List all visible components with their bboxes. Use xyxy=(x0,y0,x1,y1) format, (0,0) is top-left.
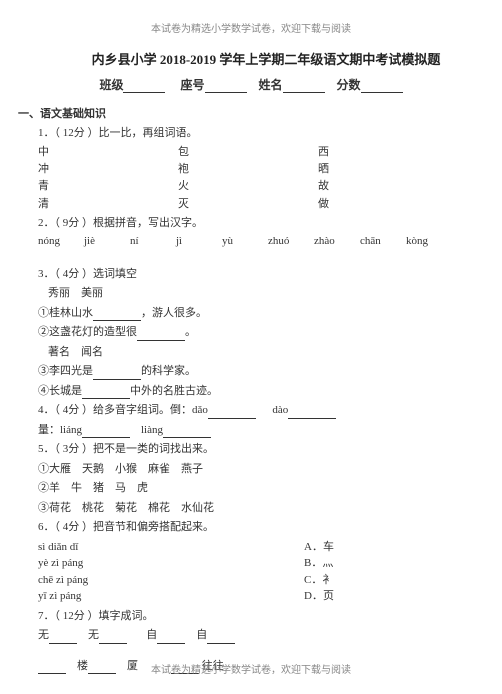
q3-line: ②这盏花灯的造型很 。 xyxy=(38,324,464,341)
seat-blank[interactable] xyxy=(205,80,247,93)
student-info-line: 班级 座号 姓名 分数 xyxy=(38,76,464,93)
q6-option: C．衤 xyxy=(304,572,464,589)
q5-line: ①大雁 天鹅 小猴 麻雀 燕子 xyxy=(38,461,464,478)
section-heading: 一、语文基础知识 xyxy=(18,105,464,121)
q1-row: 冲 袍 晒 xyxy=(38,162,464,177)
q1-cell: 中 xyxy=(38,145,178,160)
pinyin: nóng xyxy=(38,235,84,247)
q3-text: ②这盏花灯的造型很 xyxy=(38,326,137,338)
q6-pinyin: sì diǎn dǐ xyxy=(38,539,304,556)
fill-blank[interactable] xyxy=(288,407,336,419)
q3-wordpair: 秀丽 美丽 xyxy=(38,285,464,302)
seat-label: 座号 xyxy=(180,78,204,92)
q7-char: 无 xyxy=(38,629,49,641)
q3-line: ③李四光是 的科学家。 xyxy=(38,363,464,380)
pinyin: zhào xyxy=(314,235,360,247)
pinyin: ní xyxy=(130,235,176,247)
q3-wordpair: 著名 闻名 xyxy=(38,344,464,361)
q6-pinyin: yè zì páng xyxy=(38,555,304,572)
q1-cell: 冲 xyxy=(38,162,178,177)
class-blank[interactable] xyxy=(123,80,165,93)
fill-blank[interactable] xyxy=(49,632,77,644)
q3-text: 的科学家。 xyxy=(141,365,196,377)
pinyin: zhuó xyxy=(268,235,314,247)
q6-pinyin: chē zì páng xyxy=(38,572,304,589)
fill-blank[interactable] xyxy=(93,309,141,321)
q3-text: ①桂林山水 xyxy=(38,307,93,319)
exam-title: 内乡县小学 2018-2019 学年上学期二年级语文期中考试模拟题 xyxy=(38,49,464,68)
pinyin: jì xyxy=(176,235,222,247)
q7-char: 自 xyxy=(146,629,157,641)
fill-blank[interactable] xyxy=(207,632,235,644)
q7-char: 无 xyxy=(88,629,99,641)
fill-blank[interactable] xyxy=(163,426,211,438)
fill-blank[interactable] xyxy=(82,387,130,399)
q3-text: ④长城是 xyxy=(38,385,82,397)
q1-cell: 故 xyxy=(318,179,464,194)
fill-blank[interactable] xyxy=(208,407,256,419)
pinyin: chān xyxy=(360,235,406,247)
page-footer-note: 本试卷为精选小学数学试卷，欢迎下载与阅读 xyxy=(0,661,502,676)
q6-label: 6．（ 4分 ）把音节和偏旁搭配起来。 xyxy=(38,519,464,536)
fill-blank[interactable] xyxy=(82,426,130,438)
q5-line: ③荷花 桃花 菊花 棉花 水仙花 xyxy=(38,500,464,517)
q7-row: 无 无 自 自 xyxy=(38,627,464,644)
name-label: 姓名 xyxy=(259,78,283,92)
pinyin: kòng xyxy=(406,235,452,247)
q7-char: 自 xyxy=(196,629,207,641)
q2-label: 2．（ 9分 ）根据拼音，写出汉字。 xyxy=(38,215,464,232)
q1-row: 中 包 西 xyxy=(38,145,464,160)
q6-option: A．车 xyxy=(304,539,464,556)
q1-cell: 火 xyxy=(178,179,318,194)
q3-line: ④长城是 中外的名胜古迹。 xyxy=(38,383,464,400)
q4-text: liàng xyxy=(141,424,163,436)
q1-cell: 青 xyxy=(38,179,178,194)
q3-label: 3．（ 4分 ）选词填空 xyxy=(38,266,464,283)
score-label: 分数 xyxy=(337,78,361,92)
q5-label: 5．（ 3分 ）把不是一类的词找出来。 xyxy=(38,441,464,458)
q3-line: ①桂林山水 ，游人很多。 xyxy=(38,305,464,322)
q1-cell: 做 xyxy=(318,197,464,212)
score-blank[interactable] xyxy=(361,80,403,93)
q3-text: 中外的名胜古迹。 xyxy=(130,385,218,397)
q6-pinyin: yī zì páng xyxy=(38,588,304,605)
q6-option: D．页 xyxy=(304,588,464,605)
fill-blank[interactable] xyxy=(137,329,185,341)
pinyin: yù xyxy=(222,235,268,247)
q1-row: 青 火 故 xyxy=(38,179,464,194)
q3-text: 。 xyxy=(185,326,196,338)
q1-cell: 袍 xyxy=(178,162,318,177)
page-header-note: 本试卷为精选小学数学试卷，欢迎下载与阅读 xyxy=(38,20,464,35)
q1-row: 清 灭 做 xyxy=(38,197,464,212)
q7-label: 7．（ 12分 ）填字成词。 xyxy=(38,608,464,625)
q1-cell: 包 xyxy=(178,145,318,160)
q2-pinyin-row: nóng jiè ní jì yù zhuó zhào chān kòng xyxy=(38,235,464,247)
q1-cell: 西 xyxy=(318,145,464,160)
q4-text: 4．（ 4分 ）给多音字组词。倒：dǎo xyxy=(38,404,208,416)
q4-text: 量：liáng xyxy=(38,424,82,436)
q3-text: ，游人很多。 xyxy=(141,307,207,319)
fill-blank[interactable] xyxy=(93,368,141,380)
name-blank[interactable] xyxy=(283,80,325,93)
fill-blank[interactable] xyxy=(157,632,185,644)
q1-cell: 晒 xyxy=(318,162,464,177)
class-label: 班级 xyxy=(99,78,123,92)
pinyin: jiè xyxy=(84,235,130,247)
q1-cell: 清 xyxy=(38,197,178,212)
q6-option: B．灬 xyxy=(304,555,464,572)
q4-line2: 量：liáng liàng xyxy=(38,422,464,439)
q1-label: 1．（ 12分 ）比一比，再组词语。 xyxy=(38,125,464,142)
q4-text: dào xyxy=(272,404,288,416)
q4-label: 4．（ 4分 ）给多音字组词。倒：dǎo dào xyxy=(38,402,464,419)
q1-cell: 灭 xyxy=(178,197,318,212)
fill-blank[interactable] xyxy=(99,632,127,644)
q3-text: ③李四光是 xyxy=(38,365,93,377)
q5-line: ②羊 牛 猪 马 虎 xyxy=(38,480,464,497)
